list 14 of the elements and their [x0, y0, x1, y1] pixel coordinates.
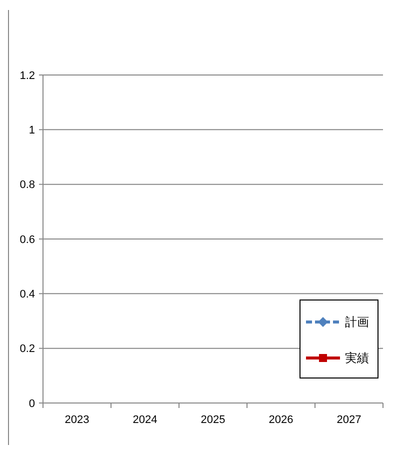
y-tick-label: 1.2 — [20, 70, 35, 82]
x-tick-label: 2027 — [336, 414, 362, 426]
y-tick-label: 0.2 — [20, 343, 35, 356]
y-tick-label: 1 — [28, 124, 35, 137]
x-tick-label: 2025 — [200, 414, 226, 426]
x-tick-label: 2023 — [64, 414, 90, 426]
x-tick-label: 2024 — [132, 414, 158, 426]
x-tick-label: 2026 — [268, 414, 294, 426]
y-tick-label: 0.6 — [20, 234, 35, 246]
legend-label: 計画 — [345, 315, 369, 330]
y-tick-label: 0.8 — [20, 179, 35, 192]
y-tick-label: 0.4 — [20, 288, 35, 301]
legend-label: 実績 — [345, 351, 369, 366]
y-tick-label: 0 — [28, 398, 35, 410]
